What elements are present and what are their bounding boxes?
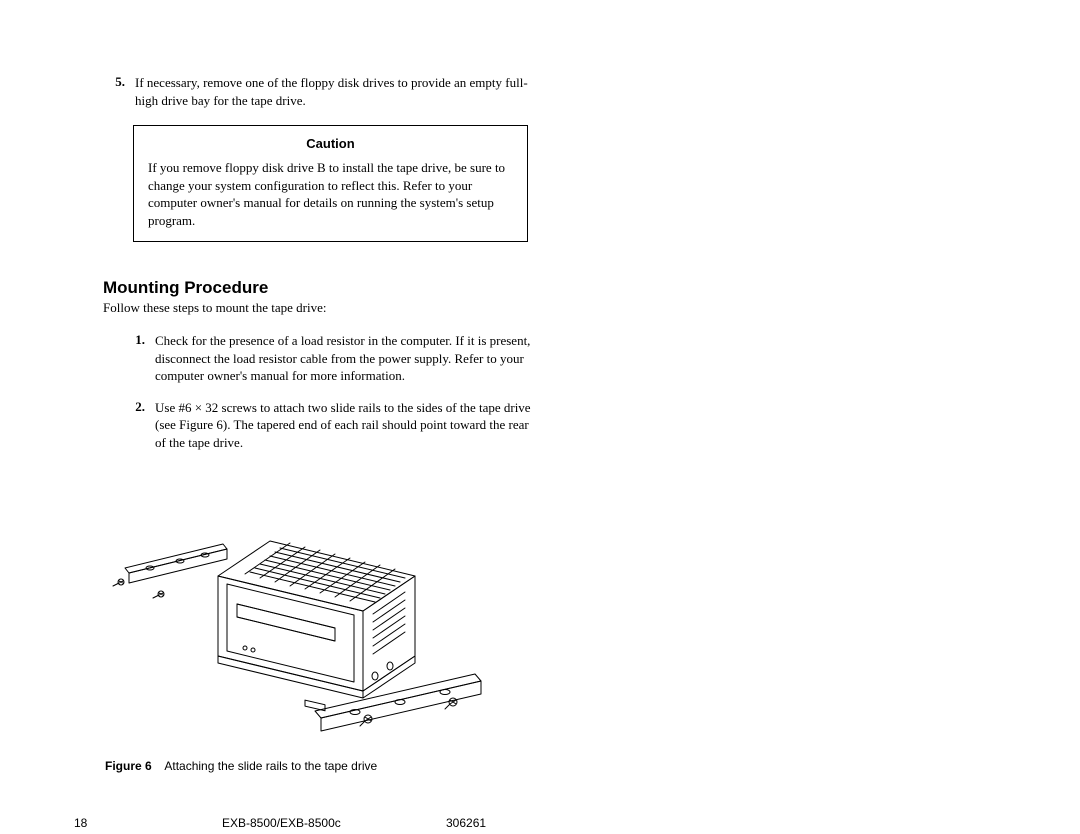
step-1: 1. Check for the presence of a load resi… bbox=[103, 332, 533, 385]
page-number: 18 bbox=[74, 816, 87, 830]
footer-model: EXB-8500/EXB-8500c bbox=[222, 816, 341, 830]
step-2-number: 2. bbox=[103, 399, 155, 452]
step-1-number: 1. bbox=[103, 332, 155, 385]
step-5: 5. If necessary, remove one of the flopp… bbox=[103, 74, 533, 109]
section-intro: Follow these steps to mount the tape dri… bbox=[103, 300, 533, 316]
step-1-text: Check for the presence of a load resisto… bbox=[155, 332, 533, 385]
caution-box: Caution If you remove floppy disk drive … bbox=[133, 125, 528, 242]
figure-caption: Figure 6 Attaching the slide rails to th… bbox=[105, 759, 377, 773]
step-2-text: Use #6 × 32 screws to attach two slide r… bbox=[155, 399, 533, 452]
caution-text: If you remove floppy disk drive B to ins… bbox=[148, 159, 513, 229]
step-2: 2. Use #6 × 32 screws to attach two slid… bbox=[103, 399, 533, 452]
figure-label: Figure 6 bbox=[105, 759, 152, 773]
caution-title: Caution bbox=[148, 136, 513, 151]
figure-6-illustration bbox=[105, 526, 525, 741]
figure-caption-text: Attaching the slide rails to the tape dr… bbox=[164, 759, 377, 773]
footer-docnum: 306261 bbox=[446, 816, 486, 830]
step-5-text: If necessary, remove one of the floppy d… bbox=[135, 74, 533, 109]
section-heading: Mounting Procedure bbox=[103, 278, 533, 298]
step-5-number: 5. bbox=[103, 74, 135, 109]
